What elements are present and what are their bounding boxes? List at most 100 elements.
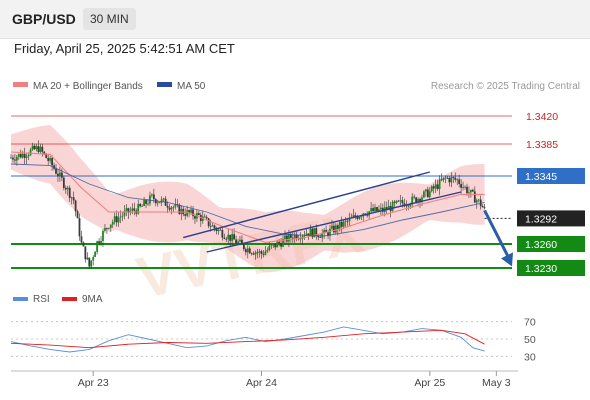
candle-body [80,236,83,243]
candle-body [113,216,116,222]
candle-body [51,158,53,166]
candle-body [473,191,476,203]
candle-body [105,228,108,229]
candle-body [60,172,63,178]
ma50-line [10,163,485,237]
candle-body [274,243,277,248]
candle-body [442,177,445,181]
candle-body [49,158,52,161]
candle-body [270,245,273,247]
rsi-tick-50: 50 [524,334,536,346]
forecast-arrow-shaft [483,209,511,260]
candle-body [417,198,419,203]
candle-body [137,203,140,214]
candle-body [109,224,112,229]
candle-body [17,153,20,157]
chart-header: GBP/USD 30 MIN [0,0,590,39]
candle-body [215,228,218,232]
candle-body [409,204,412,207]
candle-body [192,209,194,217]
candle-body [481,206,484,208]
candle-body [121,215,124,217]
level-tag-1.3345 [517,168,585,184]
candle-body [483,207,486,209]
chart-datetime: Friday, April 25, 2025 5:42:51 AM CET [14,41,235,56]
candle-body [156,202,159,204]
candle-body [479,199,482,207]
rsi-tick-30: 30 [524,351,536,363]
candle-body [227,234,230,240]
candle-body [468,192,470,194]
moving-averages [10,151,485,243]
candle-body [45,153,48,159]
candle-body [10,157,12,159]
rsi-legend-swatch [13,297,28,301]
candle-body [256,252,259,254]
candle-body [70,197,73,199]
price-levels [11,115,512,269]
candle-body [72,197,75,201]
candle-body [462,186,464,188]
candle-body [352,215,355,218]
candle-body [358,216,361,219]
rsi-panel: 30 50 70 [10,317,536,363]
candle-body [399,200,402,202]
candle-body [289,234,292,238]
candle-body [419,198,421,202]
candle-body [231,234,234,241]
x-axis: Apr 23 Apr 24 Apr 25 May 3 [78,371,511,389]
bollinger-bands [11,125,485,273]
candle-body [221,230,224,238]
candle-body [31,145,34,150]
ma50-legend-swatch [157,82,172,87]
candle-body [466,186,468,194]
candle-body [374,207,376,212]
candle-body [268,246,271,251]
candle-body [325,230,327,232]
candle-body [411,196,414,205]
candle-body [225,238,228,240]
candle-body [329,228,331,236]
candle-body [90,260,93,267]
candle-body [313,228,316,238]
candle-body [376,207,378,212]
candle-body [39,146,42,153]
candle-body [127,208,130,213]
timeframe-badge[interactable]: 30 MIN [83,8,136,30]
candle-body [102,230,104,241]
candle-body [280,243,282,247]
candle-body [168,207,171,210]
candle-body [264,251,267,255]
candle-body [141,206,144,207]
candle-body [152,194,155,200]
candle-body [415,197,418,203]
candle-body [311,228,314,238]
level-label-1.3420: 1.3420 [526,111,558,123]
candle-body [237,241,239,244]
candle-body [450,177,453,183]
forecast-arrow [483,209,513,267]
candles [10,140,486,269]
candle-body [260,251,263,254]
level-tag-1.3292 [517,210,585,227]
candle-body [278,241,281,244]
candle-body [333,225,335,233]
candle-body [307,233,310,236]
candle-body [379,207,382,210]
candle-body [160,199,163,203]
candle-body [327,231,329,236]
candle-body [194,216,196,219]
candle-body [434,184,437,189]
candle-body [203,216,206,218]
candle-body [139,203,142,207]
candle-body [366,214,369,216]
candle-body [432,186,435,189]
candle-body [250,253,253,255]
candle-body [170,207,173,210]
candle-body [446,177,449,179]
candle-body [62,177,65,188]
candle-body [133,208,136,211]
channel-lower-line [206,191,462,253]
candle-body [209,225,212,227]
